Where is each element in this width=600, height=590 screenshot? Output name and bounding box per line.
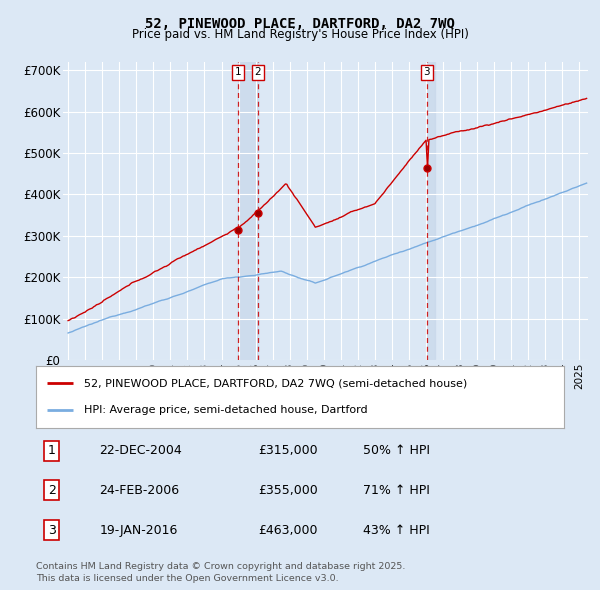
Text: 3: 3 — [48, 524, 56, 537]
Text: £355,000: £355,000 — [258, 484, 317, 497]
Text: 71% ↑ HPI: 71% ↑ HPI — [364, 484, 430, 497]
Text: £315,000: £315,000 — [258, 444, 317, 457]
Text: 3: 3 — [424, 67, 430, 77]
Text: 2: 2 — [48, 484, 56, 497]
Text: 2: 2 — [254, 67, 262, 77]
Text: 52, PINEWOOD PLACE, DARTFORD, DA2 7WQ (semi-detached house): 52, PINEWOOD PLACE, DARTFORD, DA2 7WQ (s… — [83, 378, 467, 388]
Text: Contains HM Land Registry data © Crown copyright and database right 2025.
This d: Contains HM Land Registry data © Crown c… — [36, 562, 406, 584]
Text: 22-DEC-2004: 22-DEC-2004 — [100, 444, 182, 457]
Bar — [427, 62, 436, 360]
Text: 1: 1 — [48, 444, 56, 457]
Text: HPI: Average price, semi-detached house, Dartford: HPI: Average price, semi-detached house,… — [83, 405, 367, 415]
Text: 52, PINEWOOD PLACE, DARTFORD, DA2 7WQ: 52, PINEWOOD PLACE, DARTFORD, DA2 7WQ — [145, 17, 455, 31]
Text: 1: 1 — [235, 67, 241, 77]
Text: 50% ↑ HPI: 50% ↑ HPI — [364, 444, 430, 457]
Text: Price paid vs. HM Land Registry's House Price Index (HPI): Price paid vs. HM Land Registry's House … — [131, 28, 469, 41]
Bar — [238, 62, 258, 360]
Text: £463,000: £463,000 — [258, 524, 317, 537]
Text: 43% ↑ HPI: 43% ↑ HPI — [364, 524, 430, 537]
Text: 19-JAN-2016: 19-JAN-2016 — [100, 524, 178, 537]
Text: 24-FEB-2006: 24-FEB-2006 — [100, 484, 179, 497]
